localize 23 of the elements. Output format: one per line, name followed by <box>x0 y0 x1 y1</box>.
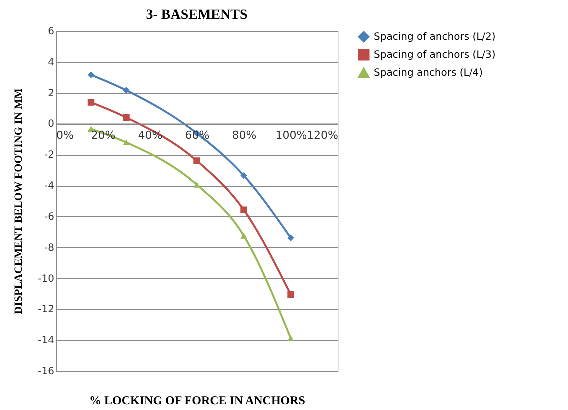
legend-label: Spacing of anchors (L/2) <box>374 32 496 43</box>
x-tick-label: 80% <box>232 129 257 142</box>
y-tick-label: 4 <box>48 57 54 68</box>
x-tick-label: 100% <box>276 129 308 142</box>
y-tick-label: -8 <box>44 242 54 254</box>
x-tick-label: 0% <box>56 129 74 142</box>
y-tick-label: -2 <box>44 150 54 162</box>
y-tick-label: -14 <box>38 336 54 347</box>
y-tick-label: -10 <box>38 274 54 285</box>
x-tick-label: 40% <box>138 129 163 142</box>
x-axis-title: % LOCKING OF FORCE IN ANCHORS <box>90 394 306 408</box>
legend-label: Spacing anchors (L/4) <box>374 68 484 79</box>
y-tick-label: -4 <box>44 181 54 192</box>
y-tick-label: -12 <box>38 304 54 316</box>
y-tick-label: 0 <box>48 119 54 130</box>
legend-label: Spacing of anchors (L/3) <box>374 50 496 61</box>
chart-title: 3- BASEMENTS <box>146 8 248 23</box>
y-tick-label: 6 <box>48 26 54 38</box>
y-tick-label: -16 <box>38 366 54 378</box>
x-tick-label: 120% <box>307 129 338 142</box>
y-tick-label: -6 <box>44 212 54 223</box>
y-tick-label: 2 <box>48 88 54 100</box>
y-axis-title: DISPLACEMENT BELOW FOOTING IN MM <box>13 88 26 314</box>
